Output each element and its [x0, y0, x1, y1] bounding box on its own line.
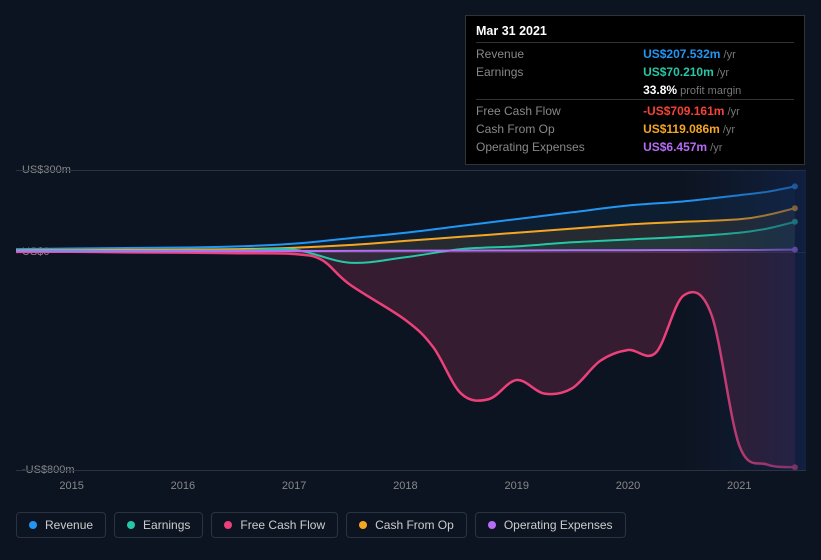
series-marker-earnings [792, 219, 798, 225]
tooltip-row: RevenueUS$207.532m /yr [476, 43, 794, 64]
tooltip-row: 33.8% profit margin [476, 81, 794, 100]
tooltip-row-value: US$207.532m /yr [643, 43, 794, 64]
gridline [16, 470, 806, 471]
x-tick-label: 2019 [504, 480, 528, 492]
legend-item[interactable]: Earnings [114, 512, 203, 538]
tooltip-row: Cash From OpUS$119.086m /yr [476, 120, 794, 138]
tooltip-row-label: Operating Expenses [476, 138, 643, 156]
tooltip-row-value: US$6.457m /yr [643, 138, 794, 156]
legend-label: Cash From Op [375, 518, 454, 532]
chart-legend: Revenue Earnings Free Cash Flow Cash From O… [16, 512, 626, 538]
tooltip-row-value: US$70.210m /yr [643, 63, 794, 81]
tooltip-row-value: 33.8% profit margin [643, 81, 794, 100]
tooltip-row-value: -US$709.161m /yr [643, 100, 794, 121]
legend-swatch [127, 521, 135, 529]
tooltip-row-label: Cash From Op [476, 120, 643, 138]
tooltip-row-label [476, 81, 643, 100]
series-marker-opex [792, 247, 798, 253]
legend-item[interactable]: Operating Expenses [475, 512, 626, 538]
series-area-fcf [16, 252, 795, 468]
x-tick-label: 2021 [727, 480, 751, 492]
tooltip-row: EarningsUS$70.210m /yr [476, 63, 794, 81]
tooltip-row-label: Free Cash Flow [476, 100, 643, 121]
tooltip-row: Operating ExpensesUS$6.457m /yr [476, 138, 794, 156]
tooltip-row-value: US$119.086m /yr [643, 120, 794, 138]
legend-item[interactable]: Revenue [16, 512, 106, 538]
x-axis: 2015 2016 2017 2018 2019 2020 2021 [16, 480, 806, 500]
legend-label: Earnings [143, 518, 190, 532]
legend-label: Free Cash Flow [240, 518, 325, 532]
legend-swatch [29, 521, 37, 529]
chart-tooltip: Mar 31 2021 RevenueUS$207.532m /yrEarnin… [465, 15, 805, 165]
chart-plot[interactable] [16, 170, 806, 470]
x-tick-label: 2020 [616, 480, 640, 492]
series-marker-revenue [792, 183, 798, 189]
legend-item[interactable]: Cash From Op [346, 512, 467, 538]
tooltip-date: Mar 31 2021 [476, 24, 794, 38]
tooltip-table: RevenueUS$207.532m /yrEarningsUS$70.210m… [476, 42, 794, 156]
chart-area: US$300mUS$0-US$800m [16, 155, 806, 495]
legend-swatch [359, 521, 367, 529]
legend-label: Operating Expenses [504, 518, 613, 532]
tooltip-row-label: Earnings [476, 63, 643, 81]
legend-swatch [224, 521, 232, 529]
legend-swatch [488, 521, 496, 529]
legend-label: Revenue [45, 518, 93, 532]
series-marker-cfo [792, 205, 798, 211]
x-tick-label: 2015 [59, 480, 83, 492]
chart-svg [16, 170, 806, 470]
x-tick-label: 2018 [393, 480, 417, 492]
x-tick-label: 2017 [282, 480, 306, 492]
x-tick-label: 2016 [171, 480, 195, 492]
chart-container: Mar 31 2021 RevenueUS$207.532m /yrEarnin… [0, 0, 821, 560]
legend-item[interactable]: Free Cash Flow [211, 512, 338, 538]
tooltip-row: Free Cash Flow-US$709.161m /yr [476, 100, 794, 121]
tooltip-row-label: Revenue [476, 43, 643, 64]
